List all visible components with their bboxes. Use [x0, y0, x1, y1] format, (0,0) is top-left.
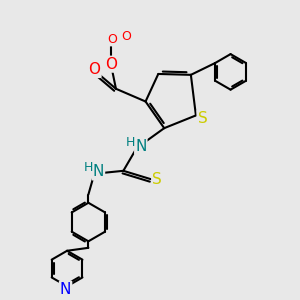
Text: O: O [88, 62, 101, 77]
Text: O: O [105, 57, 117, 72]
Text: H: H [125, 136, 135, 148]
Text: S: S [198, 111, 207, 126]
Text: N: N [60, 282, 71, 297]
Text: O: O [107, 32, 117, 46]
Text: H: H [84, 161, 93, 174]
Text: O: O [121, 30, 131, 44]
Text: N: N [93, 164, 104, 179]
Text: S: S [152, 172, 162, 187]
Text: N: N [135, 139, 146, 154]
